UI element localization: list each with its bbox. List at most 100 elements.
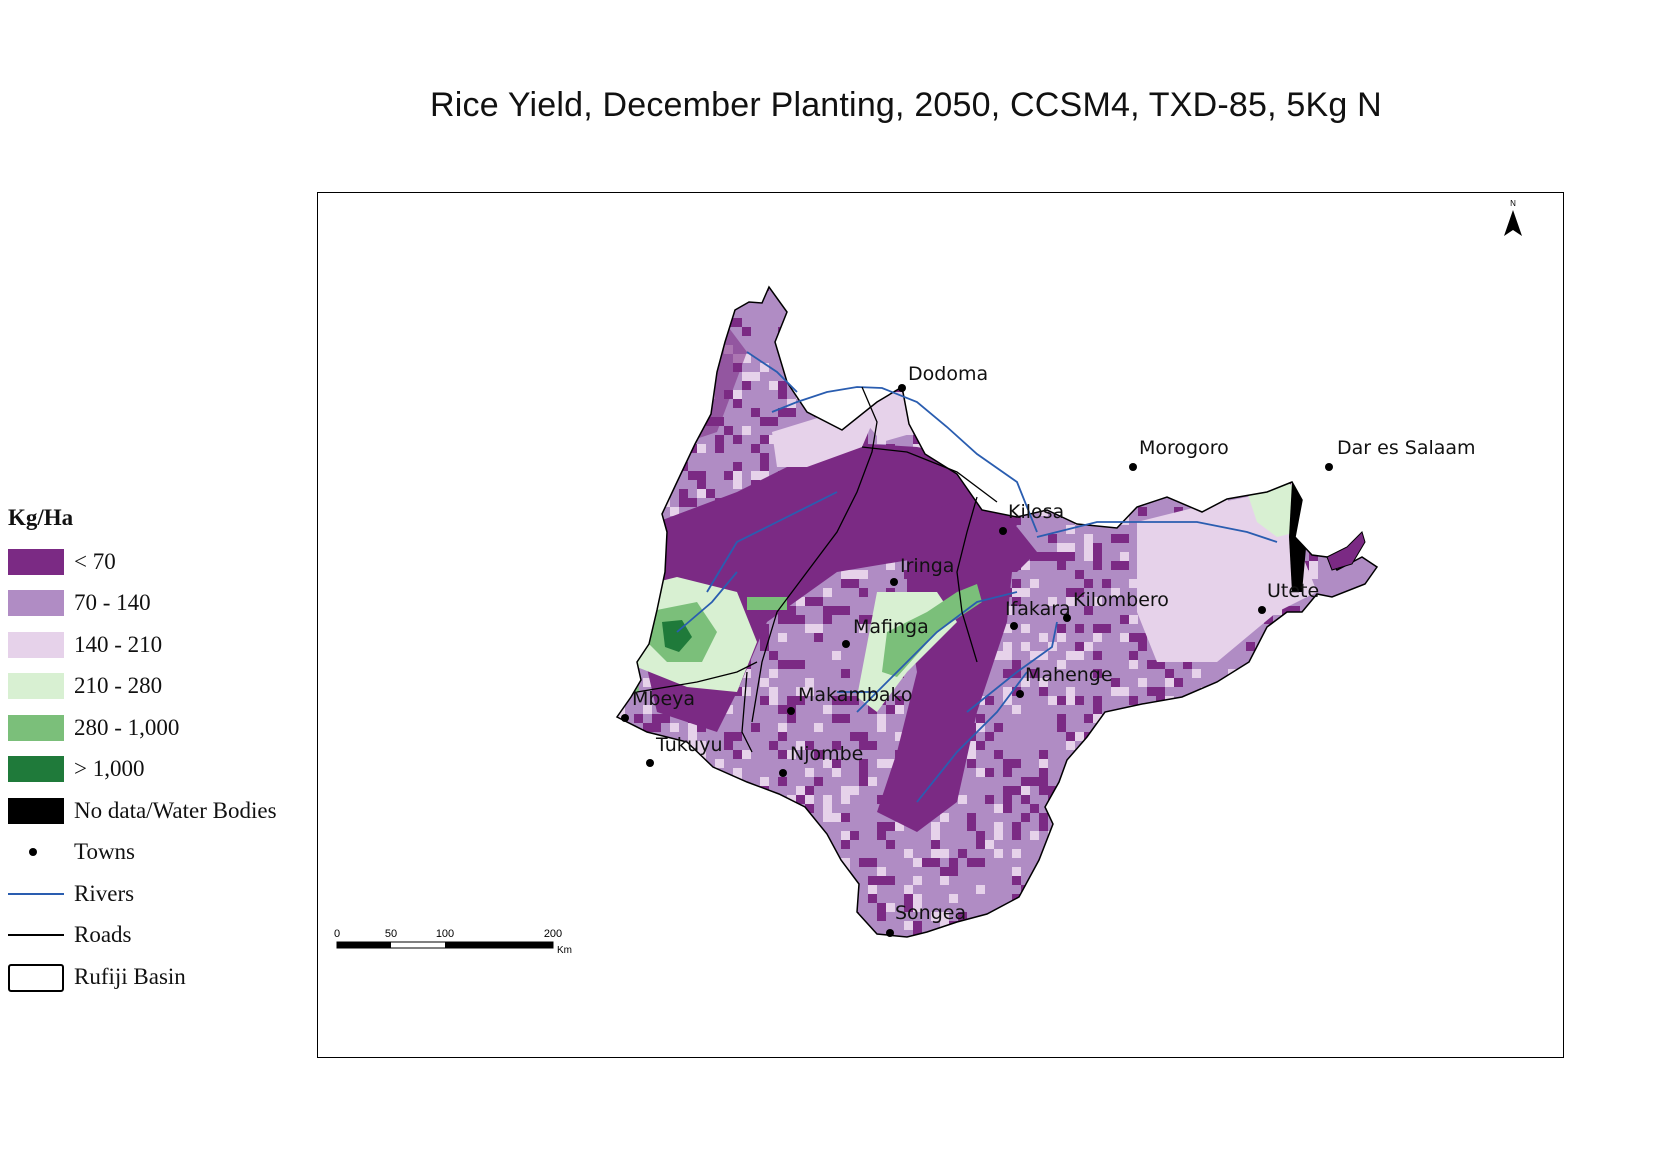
raster-pixel: [805, 795, 814, 804]
town-label-kilombero: Kilombero: [1073, 589, 1169, 611]
raster-pixel: [1219, 363, 1228, 372]
raster-band-lt70-central: [877, 492, 1017, 832]
raster-pixel: [814, 696, 823, 705]
raster-pixel: [643, 597, 652, 606]
raster-pixel: [617, 840, 625, 849]
raster-pixel: [805, 309, 814, 318]
raster-pixel: [1291, 642, 1300, 651]
raster-pixel: [715, 435, 724, 444]
raster-pixel: [1075, 327, 1084, 336]
raster-pixel: [715, 336, 724, 345]
raster-pixel: [1264, 462, 1273, 471]
raster-pixel: [1012, 849, 1021, 858]
raster-pixel: [1138, 723, 1147, 732]
raster-pixel: [625, 813, 634, 822]
raster-pixel: [1165, 678, 1174, 687]
raster-pixel: [1021, 642, 1030, 651]
raster-pixel: [1057, 345, 1066, 354]
raster-pixel: [1237, 759, 1246, 768]
raster-pixel: [617, 381, 625, 390]
raster-pixel: [679, 903, 688, 912]
raster-pixel: [1039, 768, 1048, 777]
raster-pixel: [1309, 912, 1318, 921]
raster-pixel: [1093, 840, 1102, 849]
road-njombe: [741, 671, 753, 753]
raster-pixel: [760, 435, 769, 444]
raster-pixel: [643, 300, 652, 309]
raster-pixel: [1291, 741, 1300, 750]
raster-pixel: [1309, 831, 1318, 840]
road-iringa-kilosa: [861, 446, 998, 503]
raster-pixel: [1228, 489, 1237, 498]
raster-pixel: [706, 336, 715, 345]
raster-pixel: [1093, 489, 1102, 498]
legend-item-140-210: 140 - 210: [8, 624, 318, 666]
raster-pixel: [1210, 849, 1219, 858]
raster-pixel: [1039, 291, 1048, 300]
raster-pixel: [661, 813, 670, 822]
raster-pixel: [1102, 516, 1111, 525]
raster-pixel: [760, 804, 769, 813]
raster-pixel: [1201, 912, 1210, 921]
raster-pixel: [1021, 462, 1030, 471]
raster-pixel: [778, 381, 787, 390]
raster-pixel: [913, 390, 922, 399]
raster-pixel: [1255, 336, 1264, 345]
raster-pixel: [868, 327, 877, 336]
raster-pixel: [1084, 318, 1093, 327]
raster-pixel: [688, 408, 697, 417]
raster-pixel: [1138, 759, 1147, 768]
raster-pixel: [913, 345, 922, 354]
raster-pixel: [1129, 633, 1138, 642]
raster-pixel: [1228, 786, 1237, 795]
raster-pixel: [617, 507, 625, 516]
raster-pixel: [1147, 876, 1156, 885]
raster-pixel: [1021, 444, 1030, 453]
raster-pixel: [1201, 768, 1210, 777]
raster-pixel: [1273, 291, 1282, 300]
raster-pixel: [607, 444, 616, 453]
raster-pixel: [1039, 786, 1048, 795]
river-mbeya-tributary: [676, 571, 738, 633]
raster-pixel: [949, 930, 958, 937]
raster-pixel: [1255, 381, 1264, 390]
raster-pixel: [778, 822, 787, 831]
raster-band-140-210-north: [772, 412, 877, 467]
raster-pixel: [1309, 624, 1318, 633]
raster-pixel: [1282, 804, 1291, 813]
raster-pixel: [1066, 588, 1075, 597]
raster-pixel: [931, 858, 940, 867]
raster-pixel: [1012, 660, 1021, 669]
legend-swatch-gt1000: [8, 756, 64, 783]
raster-pixel: [607, 786, 616, 795]
raster-pixel: [607, 462, 616, 471]
raster-pixel: [1309, 768, 1318, 777]
raster-pixel: [697, 822, 706, 831]
raster-pixel: [1012, 408, 1021, 417]
raster-pixel: [1210, 912, 1219, 921]
raster-pixel: [1066, 408, 1075, 417]
raster-pixel: [787, 822, 796, 831]
raster-pixel: [913, 300, 922, 309]
raster-pixel: [1147, 345, 1156, 354]
raster-pixel: [1291, 372, 1300, 381]
legend-item-nodata: No data/Water Bodies: [8, 790, 318, 832]
raster-pixel: [1291, 822, 1300, 831]
raster-pixel: [1111, 804, 1120, 813]
raster-pixel: [886, 921, 895, 930]
raster-pixel: [697, 471, 706, 480]
raster-pixel: [670, 894, 679, 903]
raster-pixel: [1129, 696, 1138, 705]
raster-pixel: [760, 867, 769, 876]
legend-label-towns: Towns: [74, 839, 136, 865]
raster-pixel: [1165, 876, 1174, 885]
raster-pixel: [1129, 435, 1138, 444]
legend-label-roads: Roads: [74, 922, 132, 948]
raster-pixel: [1228, 813, 1237, 822]
raster-pixel: [1291, 705, 1300, 714]
raster-pixel: [751, 408, 760, 417]
raster-pixel: [1138, 507, 1147, 516]
raster-pixel: [1030, 930, 1039, 937]
raster-pixel: [1165, 939, 1174, 948]
raster-pixel: [688, 921, 697, 930]
